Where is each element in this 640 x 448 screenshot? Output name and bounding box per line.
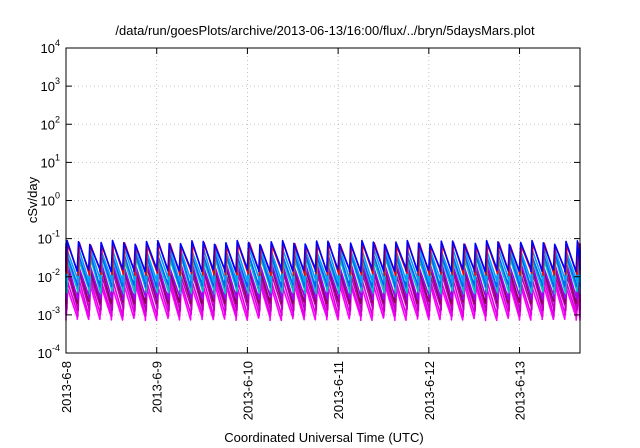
y-tick-label: 104 [41,38,60,56]
x-tick-label: 2013-6-11 [331,361,346,419]
y-tick-label: 10-4 [38,343,60,361]
series-line [65,251,581,288]
x-axis: 2013-6-8 2013-6-9 2013-6-10 2013-6-11 2013-6… [59,48,528,420]
chart-title: /data/run/goesPlots/archive/2013-06-13/1… [115,23,535,38]
y-tick-label: 101 [41,152,60,170]
x-axis-label: Coordinated Universal Time (UTC) [224,430,423,445]
y-axis-label: cSv/day [25,176,40,223]
x-tick-label: 2013-6-13 [513,361,528,420]
series-group [65,239,581,322]
y-tick-label: 102 [41,114,60,132]
grid [66,48,580,353]
series-line [65,264,581,305]
x-tick-label: 2013-6-8 [59,361,74,413]
series-line [65,282,581,322]
y-tick-label: 103 [41,76,60,94]
series-line [65,239,581,273]
series-line [65,277,581,318]
y-tick-label: 10-1 [38,229,60,247]
x-tick-label: 2013-6-12 [422,361,437,420]
y-tick-label: 100 [41,191,60,209]
y-axis: 10-4 10-3 10-2 10-1 100 101 102 103 104 [38,38,580,361]
series-line [65,272,581,312]
x-tick-label: 2013-6-10 [240,361,255,420]
y-tick-label: 10-3 [38,305,60,323]
y-tick-label: 10-2 [38,267,60,285]
x-tick-label: 2013-6-9 [150,361,165,413]
series-line [65,241,581,277]
series-line [65,247,581,283]
series-line [65,262,581,301]
series-line [65,257,581,295]
